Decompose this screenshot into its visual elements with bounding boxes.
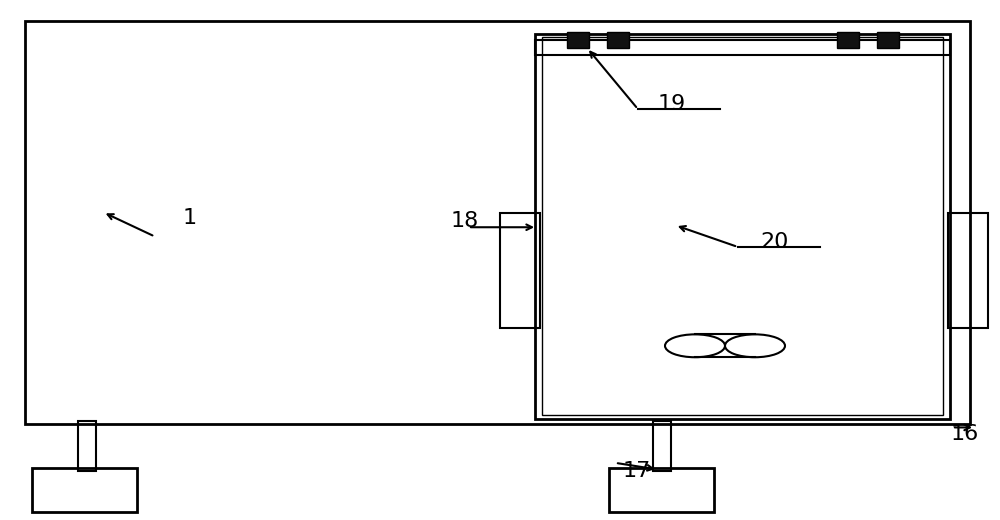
Bar [948,213,988,328]
Bar [500,213,540,328]
Bar [609,468,714,512]
Bar [542,37,943,415]
Bar [877,32,899,48]
Bar [837,32,859,48]
Text: 19: 19 [658,94,686,114]
Bar [567,32,589,48]
Bar [25,21,970,424]
Bar [607,32,629,48]
Bar [78,421,96,471]
Text: 18: 18 [451,211,479,231]
Bar [535,34,950,419]
Bar [653,421,671,471]
Text: 17: 17 [623,461,651,480]
Text: 20: 20 [761,232,789,252]
Text: 1: 1 [183,209,197,228]
Bar [32,468,137,512]
Bar [535,40,950,55]
Text: 16: 16 [951,424,979,444]
